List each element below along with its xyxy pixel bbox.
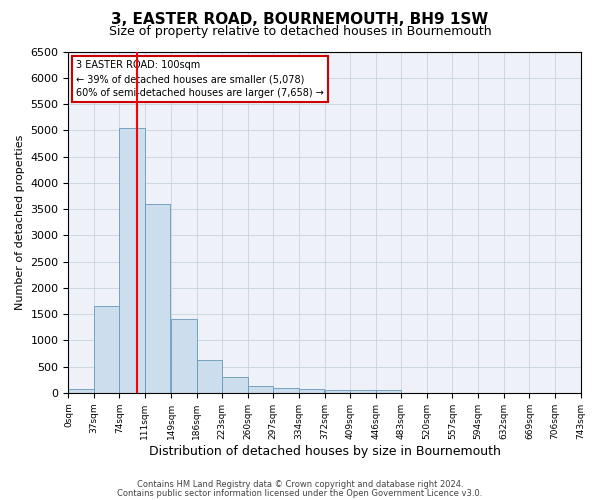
Y-axis label: Number of detached properties: Number of detached properties xyxy=(15,134,25,310)
Bar xyxy=(145,204,170,393)
Bar xyxy=(273,388,299,393)
Bar xyxy=(376,390,401,393)
Text: Contains public sector information licensed under the Open Government Licence v3: Contains public sector information licen… xyxy=(118,488,482,498)
Bar xyxy=(94,306,119,393)
Text: Size of property relative to detached houses in Bournemouth: Size of property relative to detached ho… xyxy=(109,25,491,38)
Text: Contains HM Land Registry data © Crown copyright and database right 2024.: Contains HM Land Registry data © Crown c… xyxy=(137,480,463,489)
Bar xyxy=(171,320,197,393)
Bar xyxy=(325,390,350,393)
Bar xyxy=(299,389,324,393)
Text: 3, EASTER ROAD, BOURNEMOUTH, BH9 1SW: 3, EASTER ROAD, BOURNEMOUTH, BH9 1SW xyxy=(112,12,488,28)
Bar xyxy=(350,390,376,393)
Text: 3 EASTER ROAD: 100sqm
← 39% of detached houses are smaller (5,078)
60% of semi-d: 3 EASTER ROAD: 100sqm ← 39% of detached … xyxy=(76,60,324,98)
Bar xyxy=(248,386,273,393)
Bar xyxy=(68,389,94,393)
X-axis label: Distribution of detached houses by size in Bournemouth: Distribution of detached houses by size … xyxy=(149,444,500,458)
Bar xyxy=(197,360,222,393)
Bar xyxy=(119,128,145,393)
Bar xyxy=(222,377,248,393)
